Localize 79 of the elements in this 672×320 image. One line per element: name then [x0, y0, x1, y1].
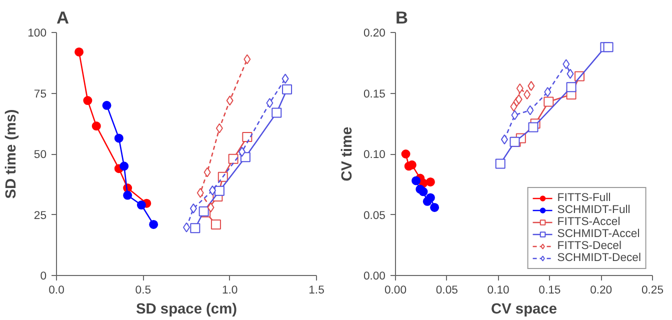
- x-tick-label: 0.0: [48, 284, 64, 296]
- legend-label: SCHMIDT-Decel: [557, 252, 641, 264]
- point: [430, 202, 440, 212]
- point: [566, 68, 574, 79]
- point: [544, 87, 552, 98]
- point: [92, 122, 101, 131]
- x-axis-title: CV space: [491, 302, 558, 318]
- point: [401, 150, 410, 158]
- point: [426, 177, 435, 186]
- y-tick-label: 0: [40, 270, 47, 282]
- point: [204, 167, 211, 178]
- point: [228, 154, 238, 164]
- point: [495, 158, 506, 169]
- y-tick-label: 0.00: [363, 270, 386, 282]
- point: [282, 84, 292, 94]
- point: [515, 94, 522, 104]
- x-tick-label: 0.00: [384, 284, 407, 296]
- y-tick-label: 100: [28, 28, 47, 40]
- point: [526, 105, 534, 116]
- point: [266, 98, 274, 108]
- point: [282, 74, 289, 84]
- x-tick-label: 1.5: [308, 284, 324, 296]
- y-axis-title: SD time (ms): [4, 109, 20, 199]
- y-tick-label: 25: [34, 210, 47, 222]
- point: [190, 223, 200, 234]
- point: [102, 100, 112, 110]
- point: [426, 193, 435, 202]
- point: [418, 187, 428, 196]
- y-tick-label: 0.10: [363, 149, 386, 161]
- point: [500, 134, 508, 144]
- legend-label: FITTS-Decel: [557, 240, 622, 252]
- chart-title: B: [396, 8, 408, 28]
- point: [238, 146, 246, 157]
- x-tick-label: 1.0: [222, 284, 238, 296]
- y-axis-title: CV time: [339, 126, 356, 182]
- y-tick-label: 0.20: [363, 28, 386, 40]
- x-axis-title: SD space (cm): [136, 302, 238, 318]
- chart-title: A: [56, 8, 70, 28]
- point: [83, 96, 92, 106]
- x-tick-label: 0.25: [641, 284, 664, 296]
- y-tick-label: 50: [34, 149, 47, 161]
- point: [190, 203, 197, 214]
- point: [120, 162, 129, 171]
- point: [544, 96, 554, 107]
- point: [528, 122, 538, 132]
- y-tick-label: 0.15: [363, 88, 386, 100]
- point: [123, 190, 132, 200]
- x-tick-label: 0.10: [487, 284, 510, 296]
- point: [207, 202, 214, 212]
- point: [272, 108, 282, 118]
- point: [226, 96, 234, 106]
- point: [210, 219, 221, 230]
- point: [562, 59, 570, 70]
- x-tick-label: 0.05: [436, 284, 458, 296]
- point: [516, 83, 524, 94]
- legend-label: FITTS-Accel: [557, 216, 620, 228]
- point: [136, 200, 146, 210]
- point: [242, 132, 252, 142]
- point: [214, 186, 224, 196]
- point: [114, 134, 124, 143]
- y-tick-label: 75: [34, 88, 47, 100]
- point: [196, 188, 204, 198]
- point: [528, 80, 535, 91]
- point: [566, 82, 576, 92]
- point: [149, 220, 158, 229]
- point: [74, 47, 84, 56]
- point: [412, 176, 421, 186]
- point: [216, 123, 223, 134]
- point: [524, 89, 531, 100]
- x-tick-label: 0.5: [135, 284, 152, 296]
- y-tick-label: 0.05: [363, 210, 386, 222]
- legend-label: SCHMIDT-Accel: [557, 228, 640, 240]
- legend-label: SCHMIDT-Full: [557, 204, 630, 216]
- x-tick-label: 0.20: [590, 284, 612, 296]
- point: [511, 110, 518, 120]
- legend-label: FITTS-Full: [557, 192, 611, 204]
- x-tick-label: 0.15: [538, 284, 561, 296]
- point: [244, 54, 251, 64]
- point: [603, 42, 614, 52]
